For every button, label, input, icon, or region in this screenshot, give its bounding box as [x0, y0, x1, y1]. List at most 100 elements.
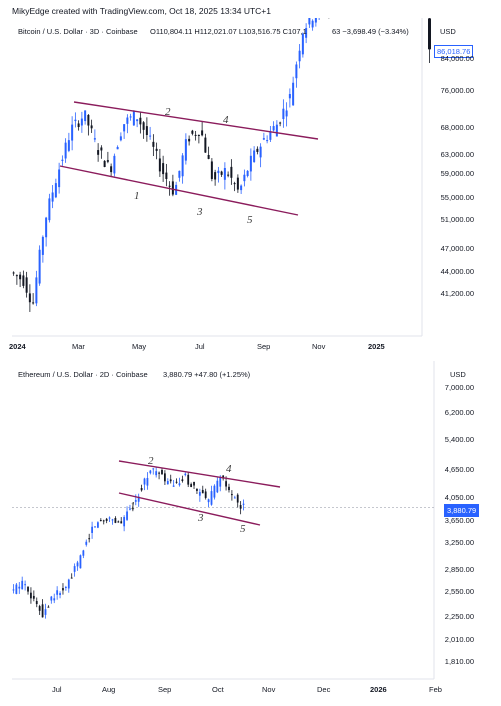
- btc-y-tick-label: 68,000.00: [440, 123, 474, 132]
- eth-candle-body: [242, 503, 245, 505]
- eth-wave-label: 4: [226, 463, 232, 475]
- btc-candle-body: [253, 150, 256, 163]
- eth-candle-body: [129, 508, 131, 510]
- btc-candle-body: [259, 146, 262, 158]
- btc-candle-body: [275, 124, 278, 137]
- btc-x-tick-label: 2024: [9, 342, 26, 351]
- btc-candle-body: [197, 134, 200, 136]
- eth-wave-label: 2: [148, 455, 154, 467]
- eth-candle-body: [99, 520, 102, 522]
- eth-x-tick-label: Aug: [102, 685, 116, 694]
- eth-candle-body: [117, 521, 120, 523]
- btc-candle-body: [233, 183, 236, 185]
- eth-candle-body: [187, 474, 190, 485]
- btc-candle-body: [106, 160, 109, 162]
- eth-y-tick-label: 4,050.00: [444, 493, 474, 502]
- eth-candle-body: [184, 473, 187, 476]
- eth-candle-body: [82, 550, 85, 556]
- eth-candle-body: [56, 590, 59, 595]
- eth-candle-body: [123, 517, 126, 527]
- eth-candle-body: [15, 584, 18, 594]
- eth-chart-panel[interactable]: Ethereum / U.S. Dollar · 2D · Coinbase 3…: [12, 361, 488, 699]
- eth-candle-body: [21, 580, 24, 590]
- eth-candle-body: [166, 481, 169, 485]
- btc-x-tick-label: May: [132, 342, 147, 351]
- eth-candle-body: [38, 606, 41, 611]
- btc-candle-body: [236, 177, 239, 190]
- btc-ohlc-values: O110,804.11 H112,021.07 L103,516.75 C107…: [150, 27, 307, 36]
- btc-candle-body: [51, 192, 54, 202]
- btc-channel-lower-line: [59, 165, 299, 216]
- btc-candle-body: [246, 170, 249, 177]
- btc-candle-body: [97, 150, 100, 155]
- eth-x-tick-label: Dec: [317, 685, 331, 694]
- btc-candle-body: [272, 126, 275, 131]
- eth-candle-body: [169, 479, 172, 482]
- btc-candle-body: [132, 110, 135, 126]
- eth-channel-lower-line: [118, 492, 261, 526]
- eth-candle-body: [146, 477, 149, 486]
- btc-price-plot[interactable]: [12, 18, 488, 356]
- eth-candle-body: [131, 508, 134, 510]
- btc-candle-body: [308, 18, 311, 25]
- btc-candle-body: [152, 141, 155, 147]
- btc-candle-body: [25, 277, 28, 293]
- eth-current-price-label: 3,880.79: [444, 504, 480, 517]
- eth-price-plot[interactable]: [12, 361, 488, 699]
- btc-candle-body: [28, 293, 31, 303]
- btc-y-tick-label: 44,000.00: [440, 267, 474, 276]
- btc-candle-body: [77, 123, 80, 128]
- btc-candle-body: [184, 139, 187, 161]
- btc-candle-body: [298, 50, 301, 62]
- btc-candle-body: [295, 64, 298, 79]
- eth-candle-body: [161, 469, 163, 475]
- btc-x-tick-label: Jul: [195, 342, 205, 351]
- btc-candle-body: [188, 138, 191, 142]
- eth-candle-body: [30, 592, 32, 599]
- eth-y-tick-label: 7,000.00: [444, 383, 474, 392]
- btc-wave-label: 5: [247, 214, 253, 226]
- eth-candle-body: [91, 526, 93, 533]
- eth-candle-body: [193, 481, 195, 486]
- eth-wave-label: 5: [240, 523, 246, 535]
- btc-candle-body: [214, 172, 217, 180]
- eth-candle-body: [114, 518, 117, 523]
- eth-candle-body: [62, 588, 64, 591]
- eth-candle-body: [94, 526, 96, 528]
- eth-candle-body: [178, 483, 181, 486]
- eth-x-tick-label: Sep: [158, 685, 172, 694]
- btc-wave-label: 3: [197, 206, 203, 218]
- btc-y-tick-label: 41,200.00: [440, 289, 474, 298]
- eth-y-tick-label: 3,650.00: [444, 516, 474, 525]
- btc-candle-body: [123, 124, 126, 132]
- btc-candle-body: [158, 158, 161, 172]
- eth-y-tick-label: 2,250.00: [444, 612, 474, 621]
- btc-candle-body: [181, 155, 184, 177]
- eth-candle-body: [152, 468, 155, 470]
- btc-candle-body: [19, 274, 22, 280]
- eth-candle-body: [102, 520, 105, 522]
- eth-candle-body: [225, 481, 227, 487]
- eth-wave-label: 3: [198, 512, 204, 524]
- btc-candle-body: [110, 166, 113, 173]
- btc-candle-body: [54, 183, 57, 198]
- eth-candle-body: [164, 473, 166, 482]
- eth-candle-body: [79, 555, 82, 569]
- btc-candle-body: [136, 119, 139, 122]
- eth-candle-body: [181, 479, 184, 482]
- btc-wave-label: 2: [165, 106, 171, 118]
- btc-candle-body: [207, 154, 210, 159]
- chart-credit: MikyEdge created with TradingView.com, O…: [12, 6, 271, 16]
- btc-candle-body: [22, 275, 25, 286]
- btc-candle-body: [129, 116, 132, 118]
- btc-candle-body: [116, 146, 119, 150]
- eth-candle-body: [76, 562, 79, 567]
- btc-candle-body: [227, 174, 230, 176]
- btc-candle-body: [165, 172, 168, 180]
- btc-symbol-title: Bitcoin / U.S. Dollar · 3D · Coinbase: [18, 27, 138, 36]
- btc-channel-upper-line: [73, 101, 319, 140]
- btc-candle-body: [139, 117, 142, 125]
- btc-candle-body: [314, 18, 317, 23]
- btc-chart-panel[interactable]: Bitcoin / U.S. Dollar · 3D · Coinbase O1…: [9, 18, 488, 356]
- eth-candle-body: [137, 496, 140, 502]
